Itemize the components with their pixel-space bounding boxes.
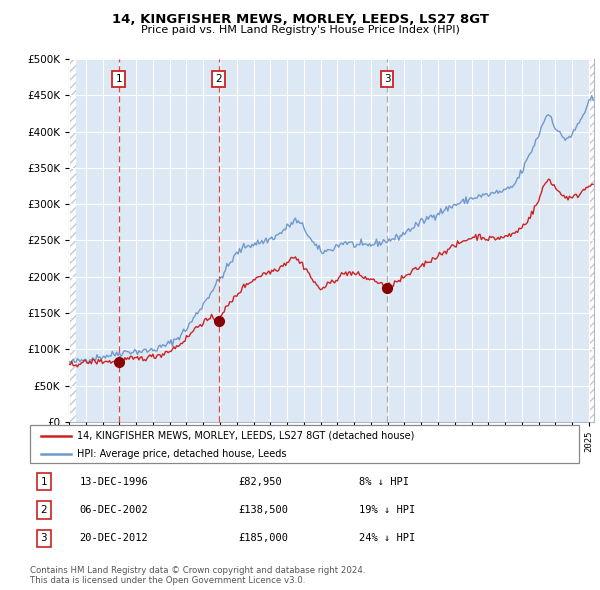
Text: 06-DEC-2002: 06-DEC-2002 (79, 505, 148, 515)
Text: Price paid vs. HM Land Registry's House Price Index (HPI): Price paid vs. HM Land Registry's House … (140, 25, 460, 35)
Text: 2: 2 (40, 505, 47, 515)
Text: 14, KINGFISHER MEWS, MORLEY, LEEDS, LS27 8GT (detached house): 14, KINGFISHER MEWS, MORLEY, LEEDS, LS27… (77, 431, 414, 441)
Text: £138,500: £138,500 (239, 505, 289, 515)
Text: 2: 2 (215, 74, 222, 84)
Text: 1: 1 (115, 74, 122, 84)
Text: £82,950: £82,950 (239, 477, 283, 487)
Bar (590, 55, 594, 422)
Text: HPI: Average price, detached house, Leeds: HPI: Average price, detached house, Leed… (77, 448, 286, 458)
Text: 3: 3 (384, 74, 391, 84)
Text: 20-DEC-2012: 20-DEC-2012 (79, 533, 148, 543)
Text: 24% ↓ HPI: 24% ↓ HPI (359, 533, 416, 543)
Text: 8% ↓ HPI: 8% ↓ HPI (359, 477, 409, 487)
Bar (69, 55, 76, 422)
Text: 14, KINGFISHER MEWS, MORLEY, LEEDS, LS27 8GT: 14, KINGFISHER MEWS, MORLEY, LEEDS, LS27… (112, 13, 488, 26)
Text: £185,000: £185,000 (239, 533, 289, 543)
Text: 19% ↓ HPI: 19% ↓ HPI (359, 505, 416, 515)
Text: Contains HM Land Registry data © Crown copyright and database right 2024.
This d: Contains HM Land Registry data © Crown c… (30, 566, 365, 585)
Text: 3: 3 (40, 533, 47, 543)
Text: 13-DEC-1996: 13-DEC-1996 (79, 477, 148, 487)
Text: 1: 1 (40, 477, 47, 487)
